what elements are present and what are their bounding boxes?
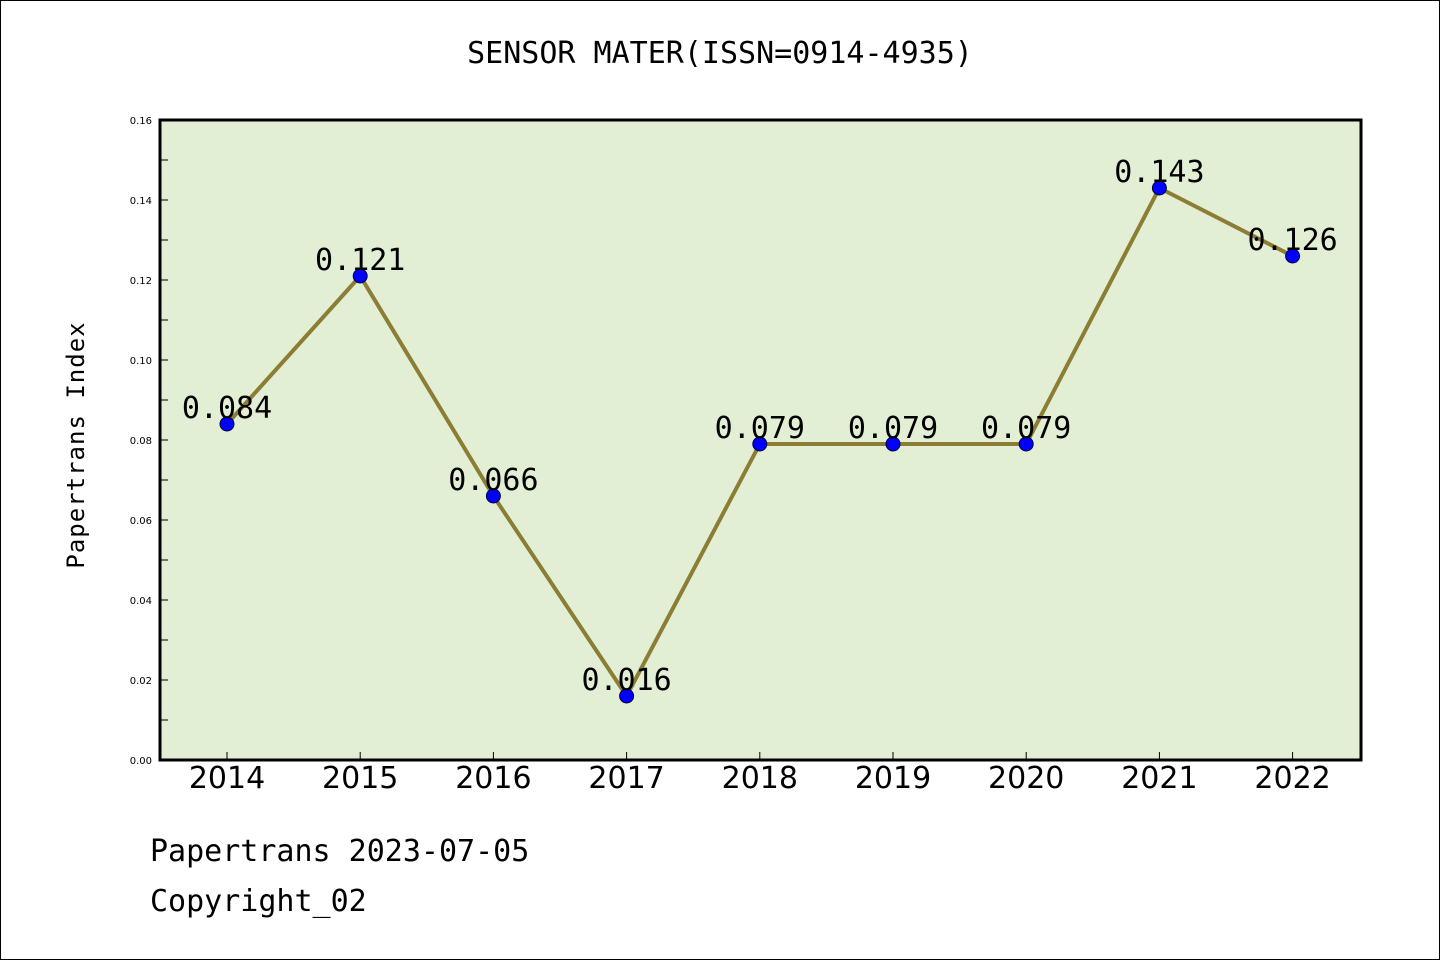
data-label: 0.126 <box>1247 223 1337 258</box>
data-label: 0.016 <box>581 663 671 698</box>
data-point <box>752 436 768 452</box>
data-point <box>1285 248 1301 264</box>
y-tick-label: 0.16 <box>130 116 152 127</box>
footer-copyright: Copyright_02 <box>150 884 367 919</box>
x-tick-label: 2016 <box>455 761 531 796</box>
y-tick-label: 0.10 <box>130 356 152 367</box>
data-point <box>1151 180 1167 196</box>
x-tick-label: 2022 <box>1254 761 1330 796</box>
y-tick-label: 0.02 <box>130 676 152 687</box>
footer-date: Papertrans 2023-07-05 <box>150 834 530 869</box>
data-point <box>352 268 368 284</box>
data-point <box>885 436 901 452</box>
y-tick-label: 0.14 <box>130 196 152 207</box>
data-label: 0.084 <box>182 391 272 426</box>
x-tick-label: 2019 <box>855 761 931 796</box>
data-point <box>619 688 635 704</box>
data-label: 0.121 <box>315 243 405 278</box>
data-point <box>1018 436 1034 452</box>
data-label: 0.079 <box>981 411 1071 446</box>
x-tick-label: 2018 <box>722 761 798 796</box>
data-label: 0.143 <box>1114 155 1204 190</box>
data-label: 0.079 <box>848 411 938 446</box>
x-tick-label: 2020 <box>988 761 1064 796</box>
data-labels: 0.084 0.121 0.066 0.016 0.079 0.079 0.079 0.143… <box>182 155 1338 698</box>
y-tick-label: 0.08 <box>130 436 152 447</box>
x-tick-label: 2015 <box>322 761 398 796</box>
series-layer <box>219 180 1301 704</box>
x-axis: 2014 2015 2016 2017 2018 2019 2020 2021 2022 <box>189 752 1331 796</box>
x-tick-label: 2014 <box>189 761 265 796</box>
y-tick-label: 0.00 <box>130 756 152 767</box>
x-tick-label: 2021 <box>1121 761 1197 796</box>
data-point <box>219 416 235 432</box>
y-tick-label: 0.06 <box>130 516 152 527</box>
data-label: 0.079 <box>715 411 805 446</box>
y-axis: 0.00 0.02 0.04 0.06 0.08 0.10 0.12 0.14 0.16 <box>130 116 168 767</box>
chart-title: SENSOR MATER(ISSN=0914-4935) <box>467 36 973 71</box>
y-tick-label: 0.04 <box>130 596 152 607</box>
data-point <box>485 488 501 504</box>
data-label: 0.066 <box>448 463 538 498</box>
y-tick-label: 0.12 <box>130 276 152 287</box>
x-tick-label: 2017 <box>588 761 664 796</box>
